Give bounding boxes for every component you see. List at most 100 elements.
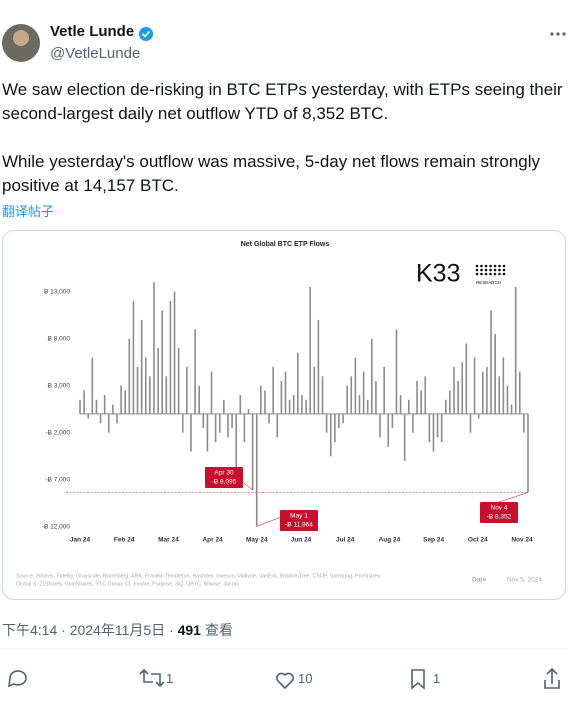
- tweet-text: We saw election de-risking in BTC ETPs y…: [2, 80, 563, 123]
- bar: [239, 395, 242, 414]
- bar: [342, 413, 344, 424]
- bar: [132, 301, 135, 414]
- bar: [161, 310, 164, 414]
- bar: [91, 357, 94, 414]
- y-tick-label: Ƀ 13,000: [44, 288, 70, 295]
- logo-dot: [480, 272, 483, 276]
- avatar-face: [13, 30, 29, 46]
- bar: [99, 413, 102, 424]
- annotation-box: [205, 467, 243, 488]
- bar: [181, 413, 184, 433]
- bar: [321, 376, 324, 414]
- bar: [112, 404, 114, 414]
- logo-dot: [498, 272, 501, 276]
- bar: [338, 413, 340, 429]
- annotation-date: May 1: [290, 513, 308, 520]
- logo-dot: [502, 272, 506, 276]
- logo-dot: [502, 264, 506, 268]
- bar: [518, 371, 521, 414]
- chart-body: Net Global BTC ETP Flows K33 RESEARCH Ƀ 13,…: [16, 241, 542, 588]
- like-count: 10: [298, 671, 313, 686]
- handle[interactable]: @VetleLunde: [50, 45, 141, 62]
- x-tick-label: Nov 24: [511, 537, 533, 544]
- more-menu[interactable]: [550, 32, 566, 36]
- annotation-label: -Ƀ 8,352: [487, 514, 512, 521]
- bar: [362, 371, 365, 414]
- logo-dot: [493, 264, 497, 268]
- bar: [449, 390, 451, 414]
- bar: [350, 376, 353, 414]
- bar: [157, 348, 159, 414]
- bar: [198, 385, 200, 414]
- bar: [136, 366, 139, 414]
- x-tick-label: Jul 24: [336, 537, 355, 544]
- bar: [494, 333, 496, 414]
- annotation-box: [280, 510, 318, 531]
- bar: [120, 385, 122, 414]
- bar: [461, 362, 464, 414]
- bar: [527, 413, 529, 493]
- share-icon[interactable]: [544, 667, 560, 689]
- bar: [218, 413, 221, 433]
- y-tick-label: Ƀ 8,000: [48, 335, 71, 342]
- bar: [408, 399, 410, 414]
- logo-dot: [480, 268, 483, 272]
- logo-dot: [498, 268, 501, 272]
- bar: [465, 343, 468, 414]
- bar: [301, 395, 303, 414]
- bar: [103, 395, 106, 414]
- bar: [375, 380, 377, 414]
- chart: Net Global BTC ETP Flows K33 RESEARCH Ƀ 13,…: [16, 241, 542, 588]
- bookmark-count: 1: [433, 671, 441, 686]
- display-name[interactable]: Vetle Lunde: [50, 23, 135, 40]
- timestamp: 下午4:14 · 2024年11月5日 · 491 查看: [2, 620, 233, 640]
- logo-dot: [475, 272, 479, 276]
- logo-dot: [484, 268, 488, 272]
- bar: [371, 338, 373, 414]
- bar: [486, 366, 488, 414]
- bar: [325, 413, 328, 433]
- x-tick-label: Oct 24: [468, 537, 488, 544]
- bar: [214, 413, 217, 443]
- bar: [334, 413, 336, 443]
- logo-dot: [489, 264, 492, 268]
- header-icons: [2, 24, 566, 62]
- bar: [457, 380, 459, 414]
- bar: [523, 413, 525, 433]
- bar: [190, 413, 192, 452]
- bar: [424, 376, 427, 414]
- tweet-text: While yesterday's outflow was massive, 5…: [2, 152, 541, 195]
- annotation-date: Nov 4: [491, 505, 508, 512]
- bar: [186, 366, 188, 414]
- bar: [251, 413, 254, 491]
- bar: [477, 413, 480, 419]
- bar: [510, 404, 513, 414]
- logo-sub: RESEARCH: [476, 280, 501, 285]
- x-tick-label: Jun 24: [291, 537, 312, 544]
- x-tick-label: May 24: [246, 537, 268, 544]
- bar: [144, 357, 147, 414]
- retweet-icon[interactable]: [139, 668, 165, 688]
- bar: [116, 413, 118, 424]
- x-tick-label: Sep 24: [423, 537, 444, 544]
- x-tick-label: Aug 24: [379, 537, 401, 544]
- bar: [202, 413, 205, 429]
- translate-link[interactable]: 翻译帖子: [2, 204, 55, 219]
- bar: [469, 413, 472, 433]
- annotation-box: [480, 502, 518, 523]
- bar: [288, 399, 291, 414]
- logo-dot: [489, 268, 492, 272]
- x-tick-label: Apr 24: [202, 537, 223, 544]
- like-icon[interactable]: [276, 672, 294, 690]
- reply-icon[interactable]: [8, 670, 27, 688]
- bar: [284, 371, 287, 414]
- bar: [128, 338, 131, 414]
- bar: [358, 395, 361, 414]
- chart-title: Net Global BTC ETP Flows: [241, 241, 330, 248]
- bookmark-icon[interactable]: [411, 669, 425, 690]
- bar: [506, 385, 509, 414]
- bar: [420, 390, 422, 414]
- chart-card[interactable]: Net Global BTC ETP Flows K33 RESEARCH Ƀ 13,…: [2, 230, 566, 600]
- bar: [260, 385, 262, 414]
